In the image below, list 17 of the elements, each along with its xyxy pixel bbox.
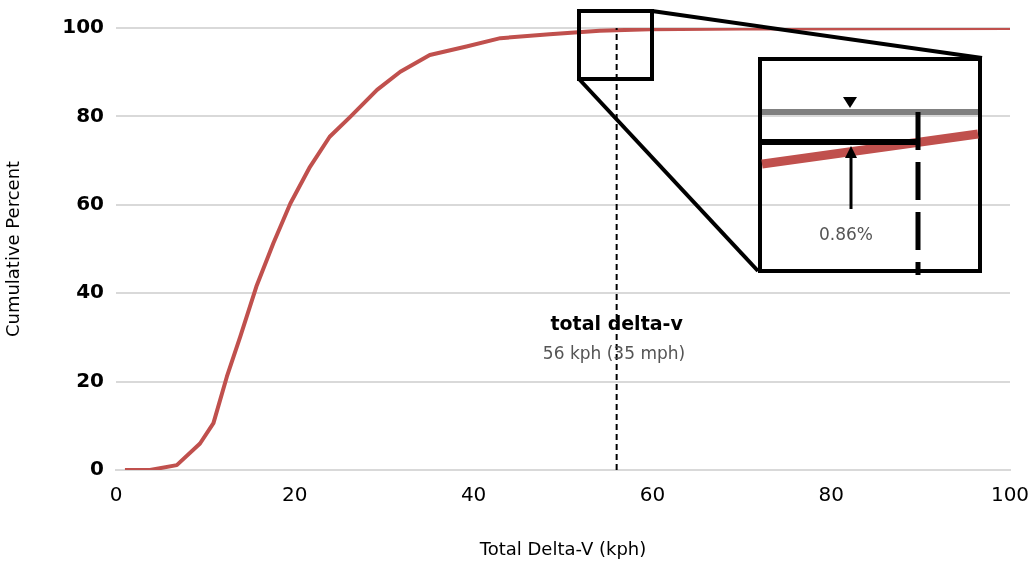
annotation: 56 kph (35 mph) — [542, 343, 686, 363]
x-axis-title: Total Delta-V (kph) — [478, 537, 647, 559]
y-tick-label: 60 — [76, 191, 104, 215]
x-tick-label: 40 — [460, 482, 487, 507]
x-tick-label: 100 — [990, 482, 1030, 507]
y-tick-label: 0 — [90, 456, 104, 481]
x-tick-label: 0 — [109, 482, 123, 507]
y-tick-label: 20 — [76, 367, 104, 392]
x-tick-label: 80 — [818, 482, 844, 507]
ref-line-label: total delta-v — [550, 312, 684, 334]
y-tick-label: 100 — [62, 14, 104, 39]
y-axis-title: Cumulative Percent — [2, 160, 24, 338]
x-tick-label: 60 — [639, 482, 666, 507]
annotation: 0.86% — [818, 224, 874, 244]
y-tick-label: 40 — [76, 279, 104, 304]
x-tick-label: 20 — [282, 482, 308, 507]
y-tick-label: 80 — [76, 102, 104, 127]
